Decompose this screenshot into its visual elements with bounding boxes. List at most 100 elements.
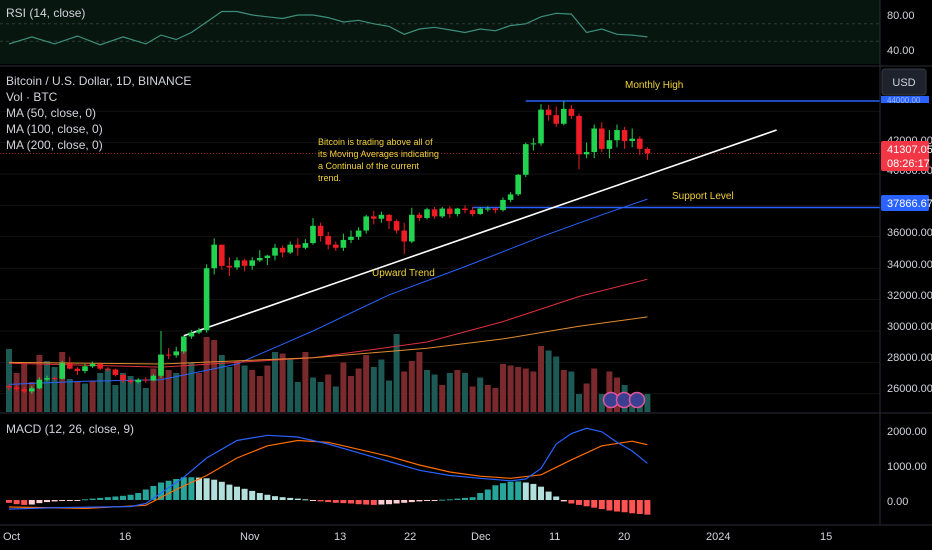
volume-bar (378, 359, 385, 412)
candle-body (150, 375, 157, 381)
volume-bar (51, 367, 58, 412)
macd-histogram-bar (211, 479, 218, 500)
macd-histogram-bar (553, 496, 560, 500)
volume-bar (401, 371, 408, 412)
candle-body (279, 247, 286, 253)
candle-body (97, 363, 103, 369)
candle-body (644, 148, 651, 154)
macd-histogram-bar (310, 500, 316, 501)
candle-body (188, 332, 195, 337)
volume-bar (484, 385, 491, 412)
volume-bar (127, 376, 134, 412)
legend-volume[interactable]: Vol · BTC (6, 90, 58, 104)
macd-histogram-bar (104, 497, 111, 500)
signal-line (8, 439, 648, 510)
legend-ma200[interactable]: MA (200, close, 0) (6, 138, 103, 152)
note-line-2: its Moving Averages indicating (318, 149, 439, 159)
volume-bar (74, 382, 81, 412)
rsi-layer (0, 10, 880, 46)
candle-body (211, 244, 217, 269)
macd-histogram-bar (424, 500, 430, 501)
macd-histogram-bar (348, 500, 354, 504)
volume-bar (332, 386, 339, 412)
volume-bar (598, 394, 605, 412)
macd-histogram-bar (598, 500, 605, 510)
time-label: 22 (404, 531, 416, 543)
macd-histogram-bar (446, 499, 453, 501)
candle-body (507, 194, 514, 200)
volume-bar (104, 368, 111, 412)
upward-trend-label: Upward Trend (372, 268, 435, 279)
volume-bar (44, 361, 50, 412)
candle-body (606, 140, 613, 149)
candle-body (317, 225, 324, 237)
macd-histogram-bar (355, 500, 362, 505)
volume-bar (492, 388, 499, 412)
volume-bar (188, 362, 195, 412)
rsi-band (0, 0, 880, 64)
macd-histogram-bar (256, 493, 263, 500)
macd-histogram-bar (180, 477, 187, 500)
candle-body (67, 363, 73, 369)
volume-bar (545, 350, 552, 412)
rsi-tick-80: 80.00 (887, 10, 915, 22)
macd-histogram-bar (484, 489, 491, 500)
macd-histogram-bar (302, 499, 309, 501)
candle-body (447, 208, 453, 215)
time-label: 11 (549, 531, 560, 543)
candle-layer (6, 100, 651, 394)
volume-layer (6, 334, 651, 412)
macd-histogram-bar (120, 495, 126, 500)
event-icons[interactable] (602, 391, 646, 409)
event-flag-icon[interactable] (628, 391, 646, 409)
macd-histogram-bar (583, 500, 590, 507)
candle-body (196, 330, 202, 333)
volume-bar (363, 355, 370, 412)
rsi-panel: RSI (14, close) 80.00 40.00 (0, 0, 915, 64)
candle-body (203, 268, 210, 331)
time-axis[interactable]: Oct 16 Nov 13 22 Dec 11 20 2024 15 (0, 524, 932, 543)
macd-histogram-bar (264, 494, 271, 500)
volume-bar (515, 367, 522, 412)
candle-body (249, 260, 255, 266)
macd-histogram-bar (234, 486, 240, 500)
volume-bar (553, 356, 560, 412)
volume-bar (135, 380, 142, 412)
macd-histogram-bar (127, 494, 134, 500)
macd-histogram-bar (317, 500, 324, 502)
volume-bar (13, 373, 20, 412)
macd-histogram-bar (522, 482, 529, 500)
volume-bar (180, 349, 187, 412)
price-axis[interactable]: USD 42000.00 40000.00 36000.00 34000.00 … (879, 0, 932, 525)
volume-bar (279, 353, 286, 412)
price-tick: 28000.00 (887, 352, 932, 364)
macd-histogram-bar (135, 493, 142, 500)
volume-bar (348, 376, 354, 412)
candle-body (310, 225, 316, 244)
macd-panel: MACD (12, 26, close, 9) 2000.00 1000.00 … (6, 422, 927, 515)
macd-histogram-bar (621, 500, 628, 513)
volume-bar (507, 365, 514, 412)
volume-bar (317, 382, 324, 412)
macd-histogram-bar (66, 500, 73, 501)
price-panel: Bitcoin / U.S. Dollar, 1D, BINANCE Vol ·… (0, 74, 880, 412)
legend-ma100[interactable]: MA (100, close, 0) (6, 122, 103, 136)
price-tick: 36000.00 (887, 227, 932, 239)
legend-ma50[interactable]: MA (50, close, 0) (6, 106, 96, 120)
legend-symbol[interactable]: Bitcoin / U.S. Dollar, 1D, BINANCE (6, 74, 191, 88)
macd-histogram-bar (97, 497, 104, 500)
macd-histogram-bar (332, 500, 339, 503)
candle-body (462, 208, 468, 211)
macd-histogram-bar (196, 477, 202, 500)
time-label: Oct (3, 531, 20, 543)
currency-button[interactable] (881, 68, 927, 96)
macd-histogram-bar (340, 500, 347, 504)
volume-bar (150, 368, 157, 412)
macd-histogram-bar (363, 500, 370, 505)
monthly-high-label: Monthly High (625, 80, 683, 91)
volume-bar (393, 334, 400, 412)
macd-histogram-bar (591, 500, 598, 508)
macd-histogram-bar (142, 489, 149, 500)
candle-body (29, 388, 35, 392)
volume-bar (591, 368, 598, 412)
